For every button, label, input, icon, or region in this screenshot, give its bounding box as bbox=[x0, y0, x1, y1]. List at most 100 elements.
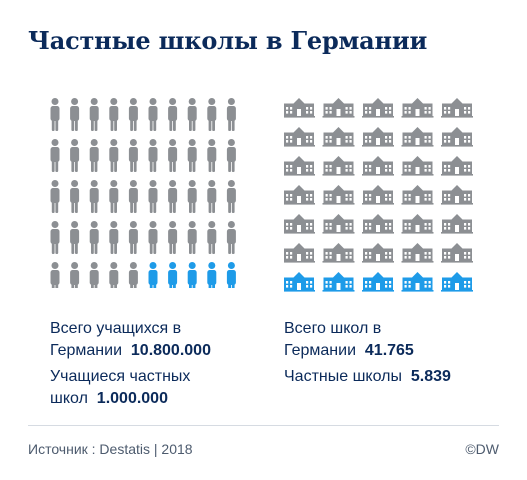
total-schools-label-line1: Всего школ в bbox=[284, 320, 382, 337]
person-icon bbox=[168, 98, 178, 131]
school-building-icon bbox=[284, 214, 315, 234]
school-building-icon bbox=[362, 98, 394, 118]
person-icon bbox=[207, 180, 217, 213]
school-building-icon bbox=[284, 243, 315, 263]
person-icon bbox=[70, 221, 80, 254]
students-pictogram bbox=[50, 98, 236, 288]
person-icon bbox=[128, 180, 138, 213]
school-building-icon bbox=[322, 214, 355, 234]
person-icon bbox=[128, 98, 138, 131]
person-icon bbox=[50, 221, 60, 254]
school-building-icon-highlighted bbox=[284, 272, 315, 292]
school-building-icon-highlighted bbox=[441, 272, 473, 292]
person-icon bbox=[128, 221, 138, 254]
total-schools-value: 41.765 bbox=[364, 342, 414, 359]
total-students-label-line2: Германии bbox=[50, 342, 122, 359]
person-icon bbox=[148, 139, 158, 172]
chart-title: Частные школы в Германии bbox=[28, 26, 428, 55]
person-icon bbox=[70, 262, 80, 288]
person-icon bbox=[187, 98, 197, 131]
school-building-icon bbox=[322, 127, 355, 147]
school-building-icon bbox=[441, 243, 473, 263]
person-icon bbox=[89, 262, 99, 288]
school-building-icon bbox=[322, 243, 355, 263]
school-building-icon bbox=[441, 185, 473, 205]
total-schools-stat: Всего школ в Германии 41.765 bbox=[284, 318, 504, 362]
private-students-label-line1: Учащиеся частных bbox=[50, 368, 191, 385]
person-icon bbox=[50, 180, 60, 213]
school-building-icon bbox=[362, 214, 394, 234]
dw-logo: ©DW bbox=[465, 441, 499, 457]
person-icon bbox=[89, 221, 99, 254]
private-students-value: 1.000.000 bbox=[96, 390, 168, 407]
person-icon bbox=[109, 221, 119, 254]
person-icon bbox=[109, 262, 119, 288]
person-icon-highlighted bbox=[168, 262, 178, 288]
person-icon bbox=[50, 98, 60, 131]
person-icon bbox=[109, 180, 119, 213]
school-building-icon bbox=[284, 98, 315, 118]
person-icon bbox=[168, 180, 178, 213]
school-building-icon bbox=[441, 214, 473, 234]
person-icon bbox=[226, 139, 236, 172]
school-building-icon bbox=[401, 214, 434, 234]
school-building-icon bbox=[322, 98, 355, 118]
person-icon bbox=[70, 180, 80, 213]
total-students-stat: Всего учащихся в Германии 10.800.000 bbox=[50, 318, 260, 362]
school-building-icon bbox=[362, 243, 394, 263]
person-icon bbox=[187, 221, 197, 254]
school-building-icon bbox=[284, 185, 315, 205]
person-icon bbox=[89, 180, 99, 213]
private-schools-value: 5.839 bbox=[410, 368, 451, 385]
person-icon bbox=[187, 139, 197, 172]
school-building-icon bbox=[401, 98, 434, 118]
private-schools-label: Частные школы bbox=[284, 368, 402, 385]
person-icon bbox=[207, 98, 217, 131]
total-students-label-line1: Всего учащихся в bbox=[50, 320, 182, 337]
footer-divider bbox=[28, 425, 499, 426]
school-building-icon-highlighted bbox=[322, 272, 355, 292]
person-icon bbox=[226, 221, 236, 254]
person-icon bbox=[50, 139, 60, 172]
person-icon bbox=[207, 139, 217, 172]
person-icon bbox=[128, 262, 138, 288]
school-building-icon bbox=[401, 243, 434, 263]
school-building-icon bbox=[441, 98, 473, 118]
person-icon bbox=[168, 139, 178, 172]
total-schools-label-line2: Германии bbox=[284, 342, 356, 359]
person-icon bbox=[148, 221, 158, 254]
person-icon bbox=[89, 139, 99, 172]
person-icon bbox=[148, 98, 158, 131]
school-building-icon bbox=[401, 127, 434, 147]
person-icon bbox=[226, 180, 236, 213]
person-icon bbox=[226, 98, 236, 131]
person-icon bbox=[50, 262, 60, 288]
school-building-icon bbox=[401, 185, 434, 205]
private-students-stat: Учащиеся частных школ 1.000.000 bbox=[50, 366, 260, 410]
school-building-icon-highlighted bbox=[401, 272, 434, 292]
school-building-icon bbox=[284, 127, 315, 147]
person-icon bbox=[168, 221, 178, 254]
school-building-icon bbox=[401, 156, 434, 176]
school-building-icon bbox=[362, 185, 394, 205]
person-icon bbox=[148, 180, 158, 213]
person-icon bbox=[207, 221, 217, 254]
person-icon bbox=[128, 139, 138, 172]
person-icon-highlighted bbox=[187, 262, 197, 288]
school-building-icon bbox=[322, 156, 355, 176]
person-icon-highlighted bbox=[207, 262, 217, 288]
school-building-icon bbox=[362, 156, 394, 176]
person-icon bbox=[89, 98, 99, 131]
schools-pictogram bbox=[284, 98, 473, 292]
person-icon bbox=[70, 98, 80, 131]
school-building-icon bbox=[441, 156, 473, 176]
school-building-icon-highlighted bbox=[362, 272, 394, 292]
school-building-icon bbox=[284, 156, 315, 176]
person-icon bbox=[109, 139, 119, 172]
total-students-value: 10.800.000 bbox=[130, 342, 211, 359]
private-students-label-line2: школ bbox=[50, 390, 88, 407]
school-building-icon bbox=[362, 127, 394, 147]
person-icon bbox=[187, 180, 197, 213]
source-note: Источник : Destatis | 2018 bbox=[28, 441, 193, 457]
